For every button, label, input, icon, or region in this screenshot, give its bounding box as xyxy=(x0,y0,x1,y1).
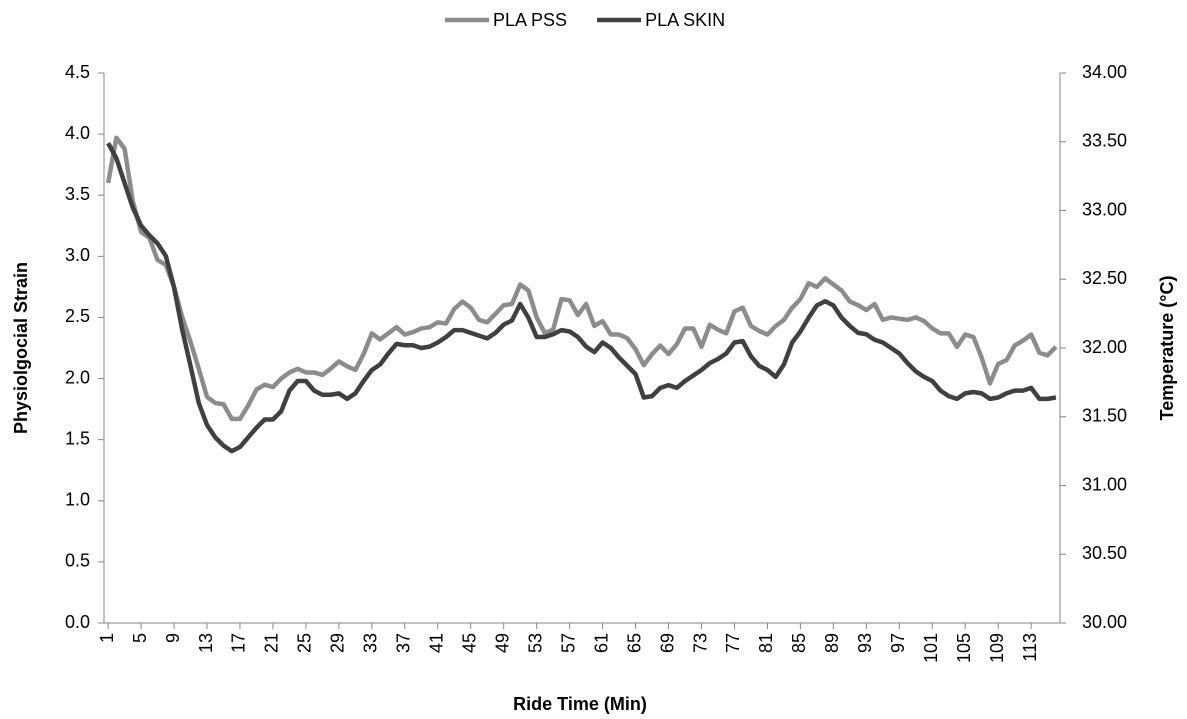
series-line xyxy=(105,135,1058,422)
x-tick-label: 81 xyxy=(756,633,776,653)
x-tick-label: 37 xyxy=(394,633,414,653)
x-tick-label: 5 xyxy=(130,633,150,643)
y-tick-label: 2.5 xyxy=(65,306,90,326)
y-tick-label: 0.5 xyxy=(65,551,90,571)
y2-tick-label: 31.00 xyxy=(1082,474,1127,494)
y2-tick-label: 31.50 xyxy=(1082,406,1127,426)
y2-tick-label: 33.00 xyxy=(1082,199,1127,219)
y-axis-title: Physiolgocial Strain xyxy=(11,262,31,434)
x-tick-label: 53 xyxy=(525,633,545,653)
y2-tick-label: 32.00 xyxy=(1082,337,1127,357)
y-tick-label: 1.5 xyxy=(65,428,90,448)
x-tick-label: 93 xyxy=(855,633,875,653)
x-tick-label: 45 xyxy=(459,633,479,653)
y-tick-label: 3.5 xyxy=(65,184,90,204)
x-tick-label: 1 xyxy=(97,633,117,643)
x-tick-label: 57 xyxy=(558,633,578,653)
x-tick-label: 69 xyxy=(657,633,677,653)
x-tick-label: 25 xyxy=(295,633,315,653)
y2-tick-label: 30.50 xyxy=(1082,543,1127,563)
x-tick-label: 29 xyxy=(328,633,348,653)
x-tick-label: 65 xyxy=(624,633,644,653)
x-tick-label: 97 xyxy=(888,633,908,653)
y2-tick-label: 32.50 xyxy=(1082,268,1127,288)
x-tick-label: 21 xyxy=(262,633,282,653)
x-tick-label: 73 xyxy=(690,633,710,653)
legend-label: PLA SKIN xyxy=(645,10,725,30)
x-tick-label: 101 xyxy=(921,633,941,663)
legend-label: PLA PSS xyxy=(493,10,567,30)
x-tick-label: 9 xyxy=(163,633,183,643)
y-tick-label: 4.0 xyxy=(65,123,90,143)
x-tick-label: 113 xyxy=(1020,633,1040,662)
x-tick-label: 41 xyxy=(427,633,447,653)
x-tick-label: 85 xyxy=(789,633,809,653)
x-tick-label: 105 xyxy=(954,633,974,663)
y-tick-label: 1.0 xyxy=(65,490,90,510)
x-tick-label: 77 xyxy=(723,633,743,653)
y2-tick-label: 34.00 xyxy=(1082,62,1127,82)
y-tick-label: 2.0 xyxy=(65,367,90,387)
y-tick-label: 3.0 xyxy=(65,245,90,265)
y-tick-label: 0.0 xyxy=(65,612,90,632)
x-tick-label: 17 xyxy=(229,633,249,653)
x-tick-label: 13 xyxy=(196,633,216,653)
series-line xyxy=(106,142,1057,454)
y2-axis-title: Temperature (°C) xyxy=(1157,276,1177,421)
x-tick-label: 89 xyxy=(822,633,842,653)
y2-tick-label: 30.00 xyxy=(1082,612,1127,632)
x-tick-label: 61 xyxy=(591,633,611,653)
x-tick-label: 49 xyxy=(492,633,512,653)
x-tick-label: 33 xyxy=(361,633,381,653)
x-axis-title: Ride Time (Min) xyxy=(513,694,647,714)
y-tick-label: 4.5 xyxy=(65,62,90,82)
x-tick-label: 109 xyxy=(987,633,1007,663)
y2-tick-label: 33.50 xyxy=(1082,131,1127,151)
